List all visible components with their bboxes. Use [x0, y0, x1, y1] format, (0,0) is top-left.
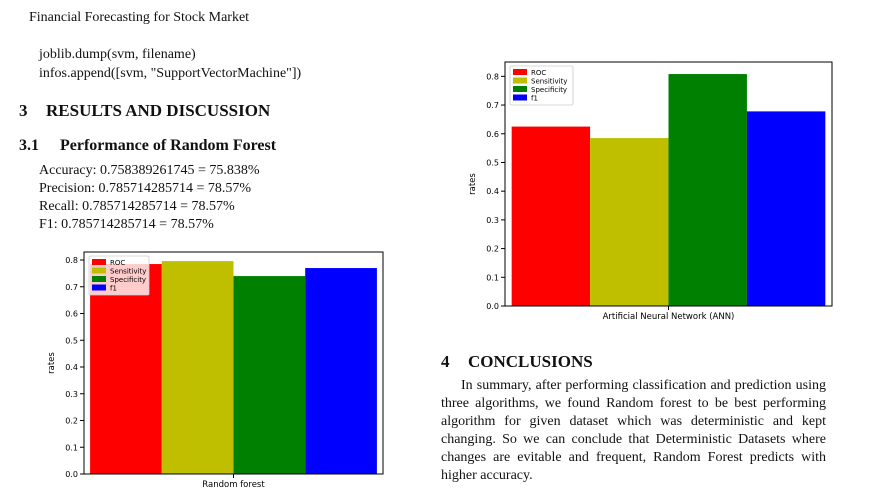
subsection-heading: 3.1 Performance of Random Forest [19, 137, 276, 155]
rf-y-tick-label: 0.5 [65, 336, 78, 345]
rf-y-tick-label: 0.7 [65, 283, 78, 292]
rf-bar-sensitivity [161, 261, 234, 474]
section-title: CONCLUSIONS [468, 352, 593, 371]
section-heading: 3 RESULTS AND DISCUSSION [19, 101, 270, 121]
rf-bar-f1 [305, 268, 377, 474]
ann-y-axis-label: rates [468, 173, 478, 195]
rf-y-tick-label: 0.0 [65, 470, 78, 479]
ann-x-tick-label: Artificial Neural Network (ANN) [603, 312, 735, 322]
ann-y-tick-label: 0.0 [486, 302, 499, 311]
ann-y-tick-label: 0.2 [486, 245, 499, 254]
rf-y-tick-label: 0.6 [65, 310, 78, 319]
ann-bar-specificity [668, 74, 747, 306]
rf-legend-swatch-specificity [92, 276, 106, 282]
section-number: 3 [19, 101, 28, 120]
metrics-block: Accuracy: 0.758389261745 = 75.838% Preci… [39, 162, 260, 234]
code-line: joblib.dump(svm, filename) [39, 47, 196, 62]
ann-legend-swatch-specificity [513, 86, 527, 92]
metric-f1: F1: 0.785714285714 = 78.57% [39, 217, 214, 232]
rf-y-axis-label: rates [47, 352, 57, 374]
ann-bar-sensitivity [590, 138, 669, 306]
ann-legend-swatch-sensitivity [513, 77, 527, 84]
subsection-number: 3.1 [19, 137, 39, 154]
ann-legend-label: ROC [531, 69, 546, 77]
ann-bar-f1 [746, 111, 826, 306]
rf-y-tick-label: 0.4 [65, 363, 78, 372]
rf-legend-swatch-f1 [92, 284, 106, 291]
rf-legend-label: Specificity [110, 276, 146, 284]
ann-legend-label: Sensitivity [531, 78, 567, 86]
ann-y-tick-label: 0.1 [486, 273, 499, 282]
ann-y-tick-label: 0.6 [486, 130, 499, 139]
section-title: RESULTS AND DISCUSSION [46, 101, 271, 120]
ann-bar-roc [511, 126, 591, 307]
rf-bar-specificity [233, 276, 306, 474]
rf-y-tick-label: 0.3 [65, 390, 78, 399]
conclusion-paragraph: In summary, after performing classificat… [441, 378, 826, 483]
rf-legend-swatch-sensitivity [92, 267, 106, 274]
metric-precision: Precision: 0.785714285714 = 78.57% [39, 181, 252, 196]
section-heading: 4 CONCLUSIONS [441, 352, 593, 372]
ann-y-tick-label: 0.3 [486, 216, 499, 225]
rf-bar-roc [90, 264, 162, 474]
ann-legend-swatch-f1 [513, 94, 527, 101]
rf-legend-swatch-roc [92, 259, 106, 265]
rf-legend-label: ROC [110, 259, 125, 267]
subsection-title: Performance of Random Forest [60, 137, 277, 154]
ann-legend-label: f1 [531, 95, 538, 103]
rf-y-tick-label: 0.1 [65, 443, 78, 452]
code-line: infos.append([svm, "SupportVectorMachine… [39, 66, 302, 81]
ann-y-tick-label: 0.5 [486, 158, 499, 167]
section-number: 4 [441, 352, 450, 371]
running-header: Financial Forecasting for Stock Market [29, 10, 250, 25]
ann-y-tick-label: 0.4 [486, 187, 499, 196]
ann-y-tick-label: 0.8 [486, 72, 499, 81]
ann-legend-swatch-roc [513, 69, 527, 75]
rf-legend-label: Sensitivity [110, 268, 146, 276]
rf-y-tick-label: 0.8 [65, 256, 78, 265]
metric-accuracy: Accuracy: 0.758389261745 = 75.838% [39, 163, 260, 178]
ann-legend-label: Specificity [531, 86, 567, 94]
metric-recall: Recall: 0.785714285714 = 78.57% [39, 199, 235, 214]
rf-legend-label: f1 [110, 285, 117, 293]
rf-y-tick-label: 0.2 [65, 417, 78, 426]
ann-y-tick-label: 0.7 [486, 101, 499, 110]
rf-x-tick-label: Random forest [202, 480, 265, 490]
